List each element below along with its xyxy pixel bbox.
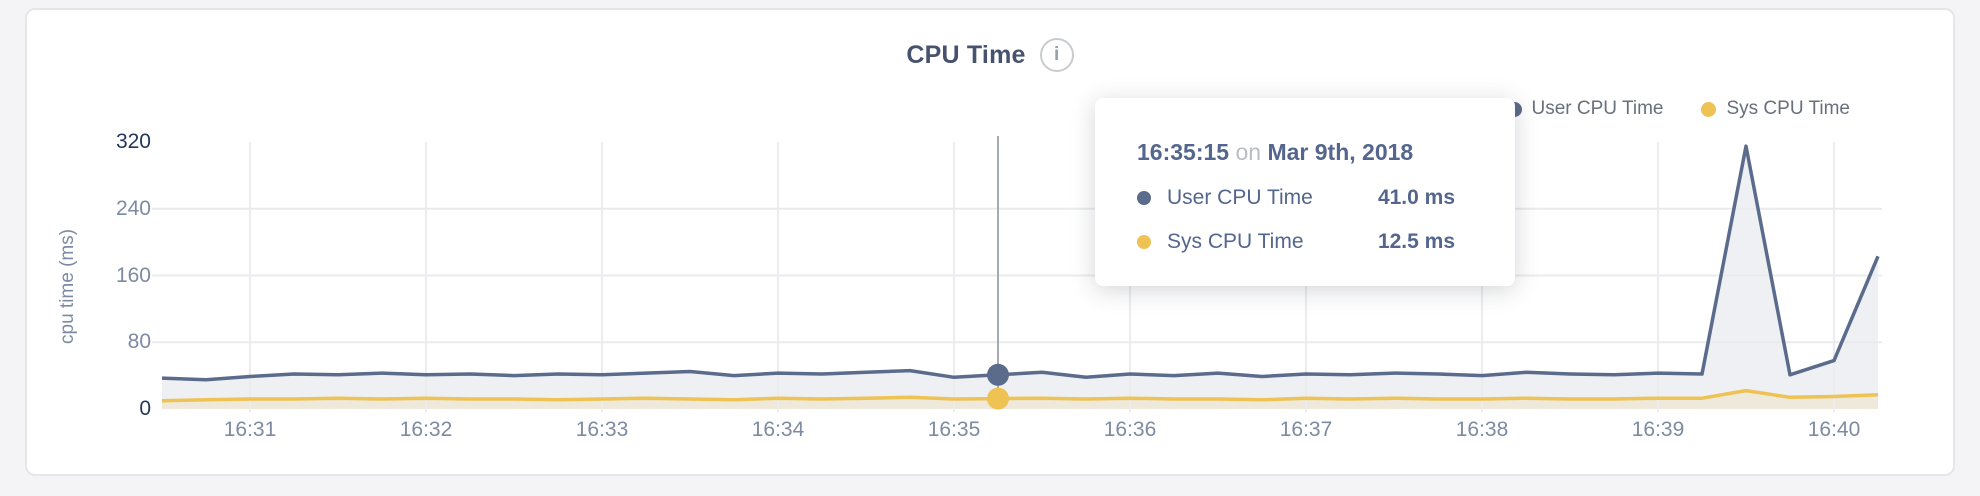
x-tick-label: 16:32 xyxy=(399,418,453,441)
tooltip-timestamp: 16:35:15 on Mar 9th, 2018 xyxy=(1137,138,1455,166)
tooltip-date: Mar 9th, 2018 xyxy=(1267,139,1414,165)
tooltip-dot-user-icon xyxy=(1137,191,1151,205)
tooltip-connector: on xyxy=(1235,139,1262,165)
chart-svg[interactable] xyxy=(152,136,1882,414)
sys-cpu-line xyxy=(161,388,1879,403)
chart-header: CPU Time i xyxy=(27,38,1953,72)
hover-tooltip: 16:35:15 on Mar 9th, 2018 User CPU Time … xyxy=(1095,98,1515,286)
x-tick-label: 16:38 xyxy=(1455,418,1509,441)
y-tick-label: 0 xyxy=(139,397,151,420)
hover-marker-sys xyxy=(987,387,1009,410)
hover-marker-user xyxy=(987,363,1009,386)
x-tick-label: 16:33 xyxy=(575,418,629,441)
tooltip-value-user: 41.0 ms xyxy=(1377,186,1455,209)
y-tick-label: 160 xyxy=(115,264,151,287)
x-tick-label: 16:31 xyxy=(223,418,277,441)
tooltip-row-user: User CPU Time 41.0 ms xyxy=(1137,186,1455,210)
user-area-fill xyxy=(162,146,1878,409)
legend-label-user: User CPU Time xyxy=(1531,98,1664,119)
legend-item-user[interactable]: User CPU Time xyxy=(1506,98,1664,120)
x-tick-label: 16:40 xyxy=(1807,418,1861,441)
plot-area[interactable] xyxy=(152,136,1882,414)
x-axis-ticks: 16:31 16:32 16:33 16:34 16:35 16:36 16:37 16:38… xyxy=(162,418,1882,446)
chart-card: CPU Time i User CPU Time Sys CPU Time cp… xyxy=(25,8,1955,476)
tooltip-label-user: User CPU Time xyxy=(1167,186,1313,209)
tooltip-time: 16:35:15 xyxy=(1137,139,1230,165)
tooltip-row-sys: Sys CPU Time 12.5 ms xyxy=(1137,230,1455,254)
x-tick-label: 16:37 xyxy=(1279,418,1333,441)
legend-item-sys[interactable]: Sys CPU Time xyxy=(1701,98,1850,120)
info-icon[interactable]: i xyxy=(1039,38,1074,72)
legend-label-sys: Sys CPU Time xyxy=(1726,98,1850,119)
legend-dot-sys-icon xyxy=(1701,101,1717,117)
tooltip-dot-sys-icon xyxy=(1137,235,1151,249)
x-tick-label: 16:39 xyxy=(1631,418,1685,441)
y-tick-label: 80 xyxy=(127,330,151,353)
chart-title: CPU Time xyxy=(906,40,1026,69)
x-tick-label: 16:35 xyxy=(927,418,981,441)
legend: User CPU Time Sys CPU Time xyxy=(1506,98,1850,120)
tooltip-value-sys: 12.5 ms xyxy=(1377,230,1455,253)
x-tick-label: 16:36 xyxy=(1103,418,1157,441)
y-tick-label: 240 xyxy=(115,197,151,220)
user-cpu-line xyxy=(161,144,1880,382)
y-tick-label: 320 xyxy=(115,130,151,153)
tooltip-label-sys: Sys CPU Time xyxy=(1167,230,1304,253)
x-tick-label: 16:34 xyxy=(751,418,805,441)
y-axis-ticks: 0 80 160 240 320 xyxy=(55,130,151,420)
